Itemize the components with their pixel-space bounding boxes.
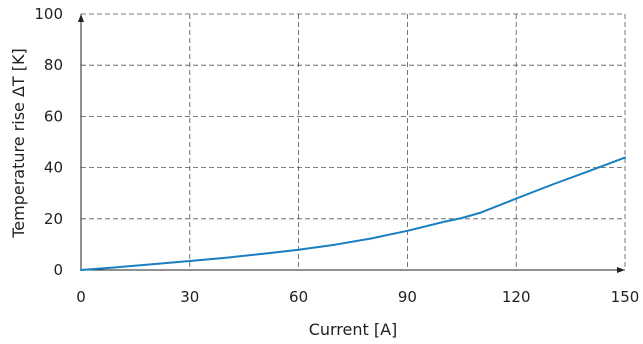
x-tick-label-0: 0 bbox=[76, 288, 86, 306]
x-tick-label-90: 90 bbox=[398, 288, 417, 306]
series-line-0 bbox=[80, 156, 626, 271]
y-tick-label-20: 20 bbox=[44, 210, 63, 228]
y-tick-label-80: 80 bbox=[44, 56, 63, 74]
x-tick-label-60: 60 bbox=[289, 288, 308, 306]
x-tick-label-30: 30 bbox=[180, 288, 199, 306]
x-axis-label: Current [A] bbox=[309, 320, 398, 339]
x-tick-label-120: 120 bbox=[502, 288, 531, 306]
axes bbox=[78, 14, 625, 273]
y-axis-arrow bbox=[78, 14, 84, 22]
y-tick-label-40: 40 bbox=[44, 159, 63, 177]
series-layer bbox=[80, 156, 626, 271]
grid bbox=[81, 13, 626, 270]
y-axis-label: Temperature rise ΔT [K] bbox=[9, 48, 28, 239]
x-tick-label-150: 150 bbox=[611, 288, 640, 306]
y-tick-label-0: 0 bbox=[53, 261, 63, 279]
y-tick-label-60: 60 bbox=[44, 107, 63, 125]
x-axis-arrow bbox=[617, 267, 625, 273]
tick-labels: 0 30 60 90 120 150 0 20 40 60 80 100 bbox=[34, 5, 639, 306]
y-tick-label-100: 100 bbox=[34, 5, 63, 23]
